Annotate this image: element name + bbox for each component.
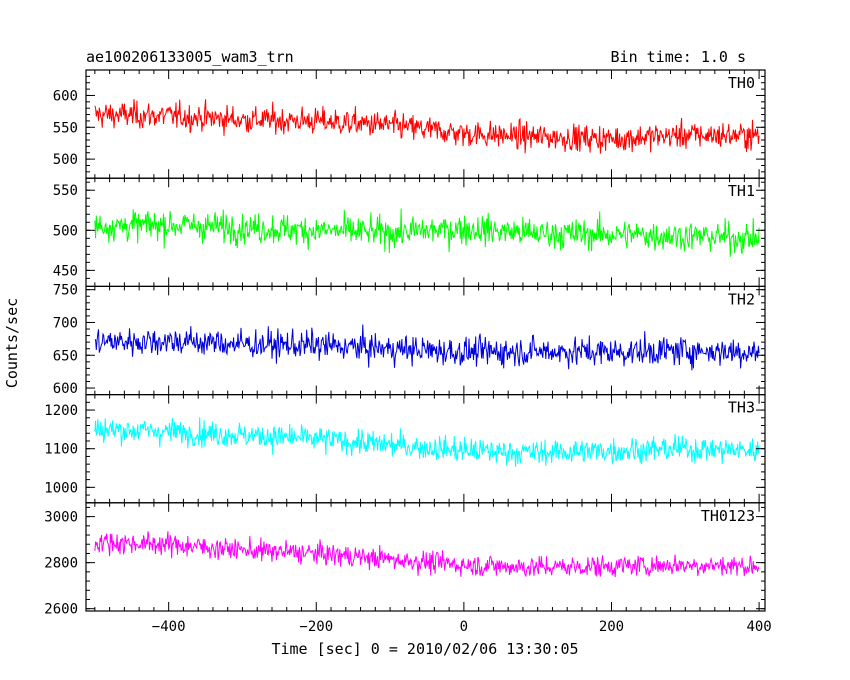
- chart-title: ae100206133005_wam3_trn: [86, 48, 294, 66]
- y-tick-label: 600: [53, 88, 78, 104]
- panels-group: 500 550 600 TH0 450 500 550 TH1 600 650 700 750 TH2 1…: [44, 69, 772, 635]
- panel-label: TH0123: [701, 507, 755, 525]
- y-tick-label: 600: [53, 381, 78, 397]
- bin-time-label: Bin time: 1.0 s: [611, 48, 746, 66]
- panel-th2: 600 650 700 750 TH2: [53, 283, 766, 397]
- panel-th0123: 2600 2800 3000 TH0123: [44, 502, 766, 618]
- y-tick-label: 2600: [44, 602, 78, 618]
- y-tick-label: 450: [53, 263, 78, 279]
- panel-label: TH3: [728, 399, 755, 417]
- y-tick-label: 750: [53, 283, 78, 299]
- y-tick-label: 1000: [44, 480, 78, 496]
- y-tick-label: 3000: [44, 510, 78, 526]
- panel-frame: [85, 502, 766, 612]
- y-tick-label: 2800: [44, 556, 78, 572]
- series-line-th0123: [94, 531, 760, 578]
- y-tick-label: 550: [53, 183, 78, 199]
- x-tick-label: −200: [299, 619, 333, 635]
- y-tick-label: 1200: [44, 403, 78, 419]
- panel-th3: 1000 1100 1200 TH3: [44, 394, 766, 504]
- panel-label: TH0: [728, 74, 755, 92]
- panel-label: TH1: [728, 182, 755, 200]
- series-line-th2: [94, 324, 760, 371]
- panel-th1: 450 500 550 TH1: [53, 177, 766, 287]
- y-tick-label: 550: [53, 120, 78, 136]
- panel-frame: [85, 69, 766, 179]
- y-tick-label: 650: [53, 348, 78, 364]
- x-axis-label: Time [sec] 0 = 2010/02/06 13:30:05: [271, 640, 578, 658]
- panel-th0: 500 550 600 TH0: [53, 69, 766, 179]
- y-axis-label: Counts/sec: [3, 298, 21, 388]
- x-tick-label: −400: [152, 619, 186, 635]
- panel-label: TH2: [728, 290, 755, 308]
- series-line-th1: [94, 208, 760, 257]
- x-tick-label: 400: [746, 619, 771, 635]
- y-tick-label: 1100: [44, 442, 78, 458]
- x-tick-label: 200: [599, 619, 624, 635]
- y-tick-label: 500: [53, 152, 78, 168]
- y-tick-label: 500: [53, 223, 78, 239]
- x-tick-label: 0: [460, 619, 468, 635]
- series-line-th3: [94, 417, 760, 468]
- y-tick-label: 700: [53, 315, 78, 331]
- series-line-th0: [94, 98, 760, 154]
